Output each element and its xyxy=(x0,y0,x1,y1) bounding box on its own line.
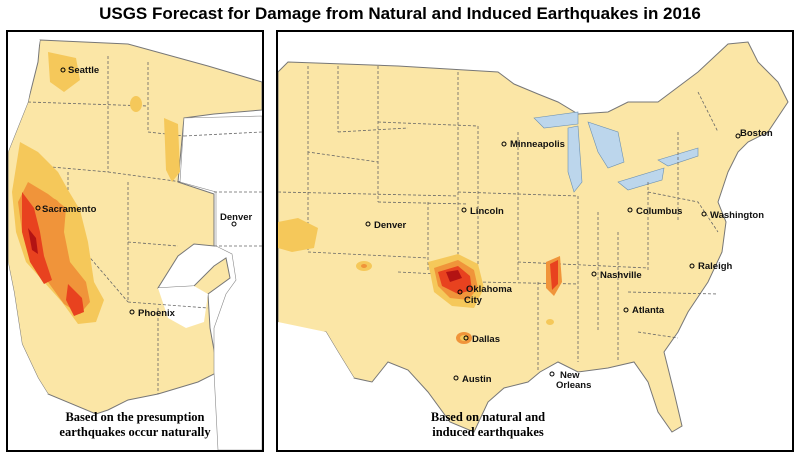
west-caption-line2: earthquakes occur naturally xyxy=(59,425,211,439)
washington-marker xyxy=(701,211,707,217)
dallas-marker xyxy=(463,335,469,341)
austin-marker xyxy=(453,375,459,381)
phoenix-marker xyxy=(129,309,135,315)
west-cities: Seattle Sacramento Denver Phoenix xyxy=(35,65,253,319)
east-caption-line1: Based on natural and xyxy=(430,410,546,424)
boston-marker xyxy=(735,133,741,139)
city-dallas: Dallas xyxy=(472,334,500,345)
lincoln-marker xyxy=(461,207,467,213)
city-minneapolis: Minneapolis xyxy=(510,139,565,150)
city-new: New xyxy=(560,370,580,381)
west-map-svg: Seattle Sacramento Denver Phoenix xyxy=(8,32,262,450)
denver-marker-west xyxy=(231,221,237,227)
minneapolis-marker xyxy=(501,141,507,147)
city-columbus: Columbus xyxy=(636,206,682,217)
city-phoenix: Phoenix xyxy=(138,308,176,319)
city-austin: Austin xyxy=(462,374,492,385)
nashville-marker xyxy=(591,271,597,277)
west-caption-line1: Based on the presumption xyxy=(65,410,205,424)
raleigh-marker xyxy=(689,263,695,269)
city-raleigh: Raleigh xyxy=(698,261,733,272)
east-state-borders xyxy=(278,66,719,372)
atlanta-marker xyxy=(623,307,629,313)
great-lakes xyxy=(533,111,699,193)
city-washington: Washington xyxy=(710,210,764,221)
denver-marker-east xyxy=(365,221,371,227)
sacramento-marker xyxy=(35,205,41,211)
seattle-marker xyxy=(60,67,66,73)
city-nashville: Nashville xyxy=(600,270,642,281)
map-title: USGS Forecast for Damage from Natural an… xyxy=(99,4,701,23)
city-denver-east: Denver xyxy=(374,220,407,231)
east-land xyxy=(278,41,789,433)
east-cities: Minneapolis Boston Denver Lincoln Columb… xyxy=(365,128,773,391)
east-caption: Based on natural and induced earthquakes xyxy=(388,410,588,440)
east-hazard-zones xyxy=(278,218,562,344)
east-map-svg: Minneapolis Boston Denver Lincoln Columb… xyxy=(278,32,792,450)
east-caption-line2: induced earthquakes xyxy=(432,425,544,439)
city-boston: Boston xyxy=(740,128,773,139)
west-hazard-zones xyxy=(12,52,180,324)
west-caption: Based on the presumption earthquakes occ… xyxy=(14,410,256,440)
city-seattle: Seattle xyxy=(68,65,99,76)
city-sacramento: Sacramento xyxy=(42,204,97,215)
west-map-panel: Seattle Sacramento Denver Phoenix Based … xyxy=(6,30,264,452)
city-atlanta: Atlanta xyxy=(632,305,665,316)
city-orleans: Orleans xyxy=(556,380,591,391)
city-denver-west: Denver xyxy=(220,212,253,223)
city-oklahoma: Oklahoma xyxy=(466,284,513,295)
new-orleans-marker xyxy=(549,371,555,377)
columbus-marker xyxy=(627,207,633,213)
city-oklahoma-city: City xyxy=(464,295,483,306)
oklahoma-city-marker xyxy=(457,289,463,295)
east-map-panel: Minneapolis Boston Denver Lincoln Columb… xyxy=(276,30,794,452)
city-lincoln: Lincoln xyxy=(470,206,504,217)
